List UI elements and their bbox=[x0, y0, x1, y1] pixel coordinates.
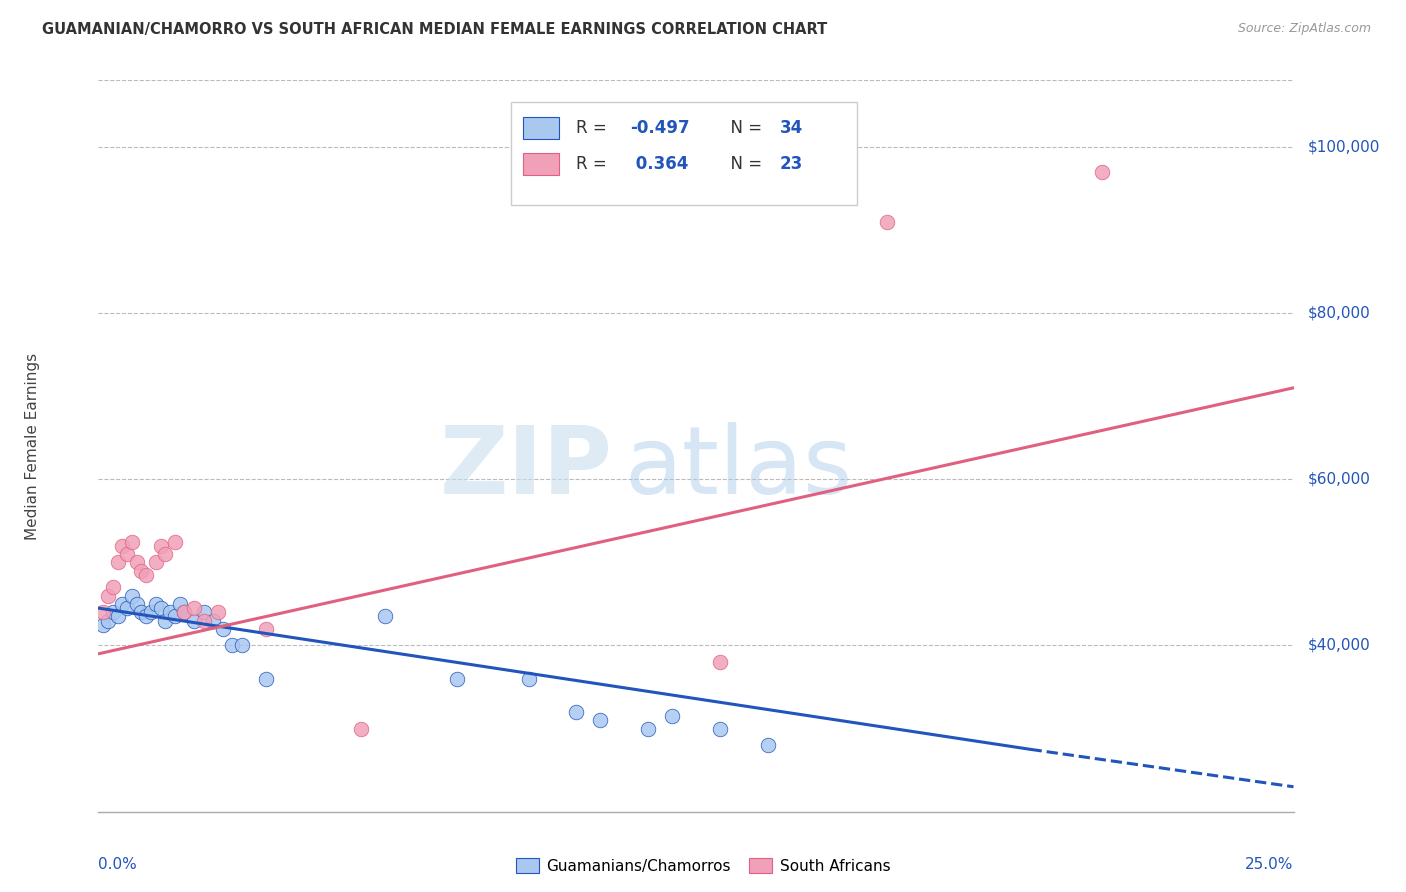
Point bbox=[121, 589, 143, 603]
Text: R =: R = bbox=[576, 119, 613, 136]
Point bbox=[202, 614, 225, 628]
Point bbox=[207, 605, 229, 619]
Point bbox=[637, 722, 659, 736]
Point bbox=[115, 547, 138, 561]
Text: -0.497: -0.497 bbox=[630, 119, 690, 136]
Text: GUAMANIAN/CHAMORRO VS SOUTH AFRICAN MEDIAN FEMALE EARNINGS CORRELATION CHART: GUAMANIAN/CHAMORRO VS SOUTH AFRICAN MEDI… bbox=[42, 22, 827, 37]
Point bbox=[135, 567, 157, 582]
Point bbox=[121, 534, 143, 549]
Point bbox=[1091, 164, 1114, 178]
Point bbox=[231, 639, 253, 653]
Point bbox=[131, 605, 153, 619]
Point bbox=[374, 609, 396, 624]
Point bbox=[221, 639, 243, 653]
Text: 25.0%: 25.0% bbox=[1246, 857, 1294, 872]
Point bbox=[135, 609, 157, 624]
Point bbox=[163, 534, 186, 549]
Point bbox=[131, 564, 153, 578]
Text: $100,000: $100,000 bbox=[1308, 139, 1381, 154]
Point bbox=[107, 555, 129, 569]
Point bbox=[193, 605, 215, 619]
Point bbox=[97, 614, 120, 628]
Point bbox=[139, 605, 162, 619]
Text: atlas: atlas bbox=[624, 422, 852, 514]
Point bbox=[145, 555, 167, 569]
Text: 0.0%: 0.0% bbox=[98, 857, 138, 872]
Point bbox=[107, 609, 129, 624]
Point bbox=[155, 547, 177, 561]
Point bbox=[91, 605, 114, 619]
Text: $60,000: $60,000 bbox=[1308, 472, 1371, 487]
Point bbox=[173, 605, 195, 619]
Point bbox=[163, 609, 186, 624]
Point bbox=[254, 622, 277, 636]
Point bbox=[565, 705, 588, 719]
Text: N =: N = bbox=[720, 119, 768, 136]
Point bbox=[183, 601, 205, 615]
Text: 23: 23 bbox=[779, 155, 803, 173]
Text: R =: R = bbox=[576, 155, 613, 173]
Point bbox=[125, 597, 148, 611]
Point bbox=[97, 589, 120, 603]
Point bbox=[589, 714, 612, 728]
Point bbox=[111, 539, 134, 553]
Point bbox=[709, 655, 731, 669]
Point bbox=[756, 738, 779, 752]
Text: 34: 34 bbox=[779, 119, 803, 136]
Point bbox=[254, 672, 277, 686]
Point bbox=[169, 597, 191, 611]
Point bbox=[125, 555, 148, 569]
Point bbox=[211, 622, 233, 636]
Point bbox=[193, 614, 215, 628]
Point bbox=[149, 539, 172, 553]
Point bbox=[517, 672, 540, 686]
Point bbox=[876, 214, 898, 228]
Text: Source: ZipAtlas.com: Source: ZipAtlas.com bbox=[1237, 22, 1371, 36]
Point bbox=[173, 605, 195, 619]
Point bbox=[115, 601, 138, 615]
Bar bbox=[523, 117, 558, 139]
Point bbox=[111, 597, 134, 611]
Point bbox=[101, 580, 124, 594]
Text: ZIP: ZIP bbox=[440, 422, 612, 514]
Point bbox=[145, 597, 167, 611]
Point bbox=[101, 605, 124, 619]
Legend: Guamanians/Chamorros, South Africans: Guamanians/Chamorros, South Africans bbox=[509, 852, 897, 880]
Point bbox=[91, 617, 114, 632]
Point bbox=[149, 601, 172, 615]
Text: $80,000: $80,000 bbox=[1308, 306, 1371, 320]
Bar bbox=[523, 153, 558, 176]
Text: $40,000: $40,000 bbox=[1308, 638, 1371, 653]
Point bbox=[709, 722, 731, 736]
Point bbox=[661, 709, 683, 723]
Point bbox=[159, 605, 181, 619]
Point bbox=[350, 722, 373, 736]
Point bbox=[446, 672, 468, 686]
Text: Median Female Earnings: Median Female Earnings bbox=[25, 352, 41, 540]
Point bbox=[155, 614, 177, 628]
FancyBboxPatch shape bbox=[510, 103, 858, 204]
Text: N =: N = bbox=[720, 155, 768, 173]
Point bbox=[183, 614, 205, 628]
Text: 0.364: 0.364 bbox=[630, 155, 689, 173]
